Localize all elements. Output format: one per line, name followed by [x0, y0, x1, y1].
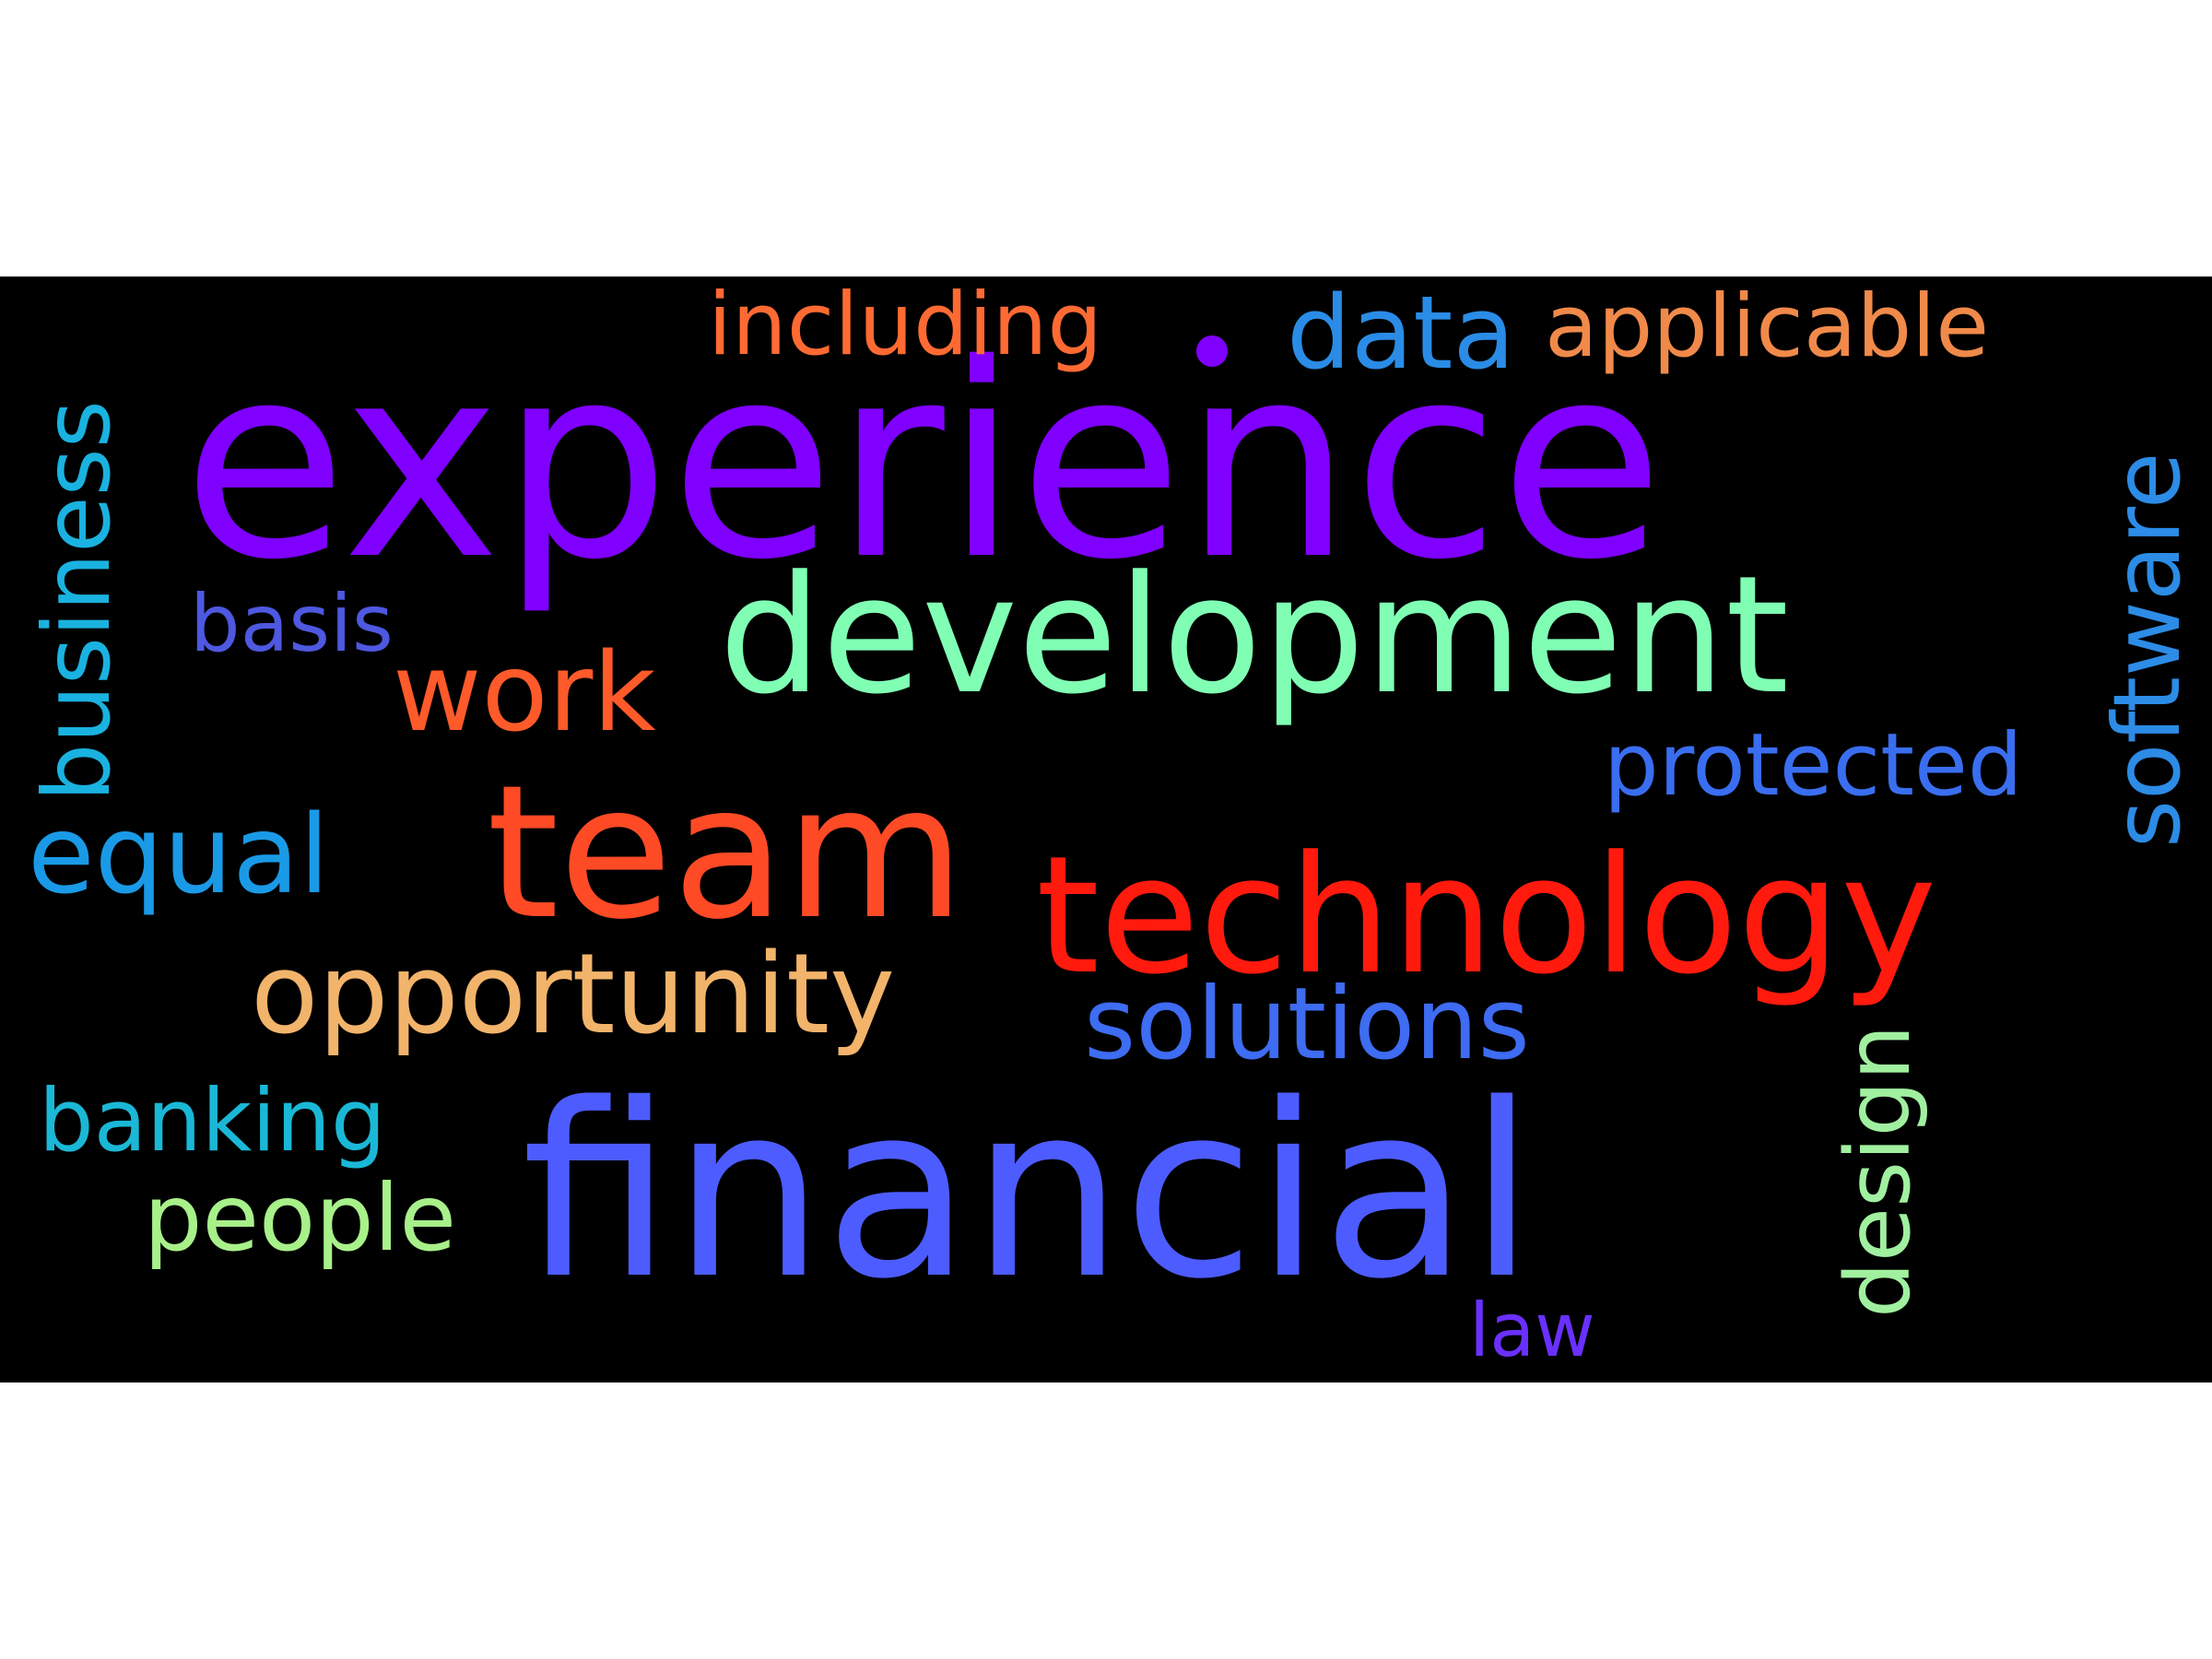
- word-design: design: [1827, 1024, 1930, 1318]
- word-including: including: [708, 276, 1103, 375]
- word-opportunity: opportunity: [251, 931, 896, 1059]
- word-business: business: [23, 400, 131, 802]
- word-solutions: solutions: [1084, 967, 1530, 1082]
- word-protected: protected: [1604, 715, 2023, 816]
- word-applicable: applicable: [1545, 276, 1990, 377]
- accent-dot: [1196, 335, 1228, 367]
- word-people: people: [144, 1164, 456, 1272]
- word-technology: technology: [1036, 821, 1937, 1010]
- word-work: work: [393, 629, 656, 756]
- word-law: law: [1469, 1288, 1595, 1373]
- word-software: software: [2093, 452, 2201, 848]
- word-experience: experience: [182, 308, 1665, 618]
- word-basis: basis: [190, 578, 394, 670]
- word-development: development: [719, 541, 1790, 730]
- word-cloud: experience development team technology f…: [0, 276, 2212, 1382]
- word-equal: equal: [28, 791, 330, 918]
- word-data: data: [1287, 276, 1515, 392]
- word-financial: financial: [522, 1053, 1535, 1332]
- word-banking: banking: [39, 1071, 386, 1171]
- word-team: team: [487, 746, 965, 960]
